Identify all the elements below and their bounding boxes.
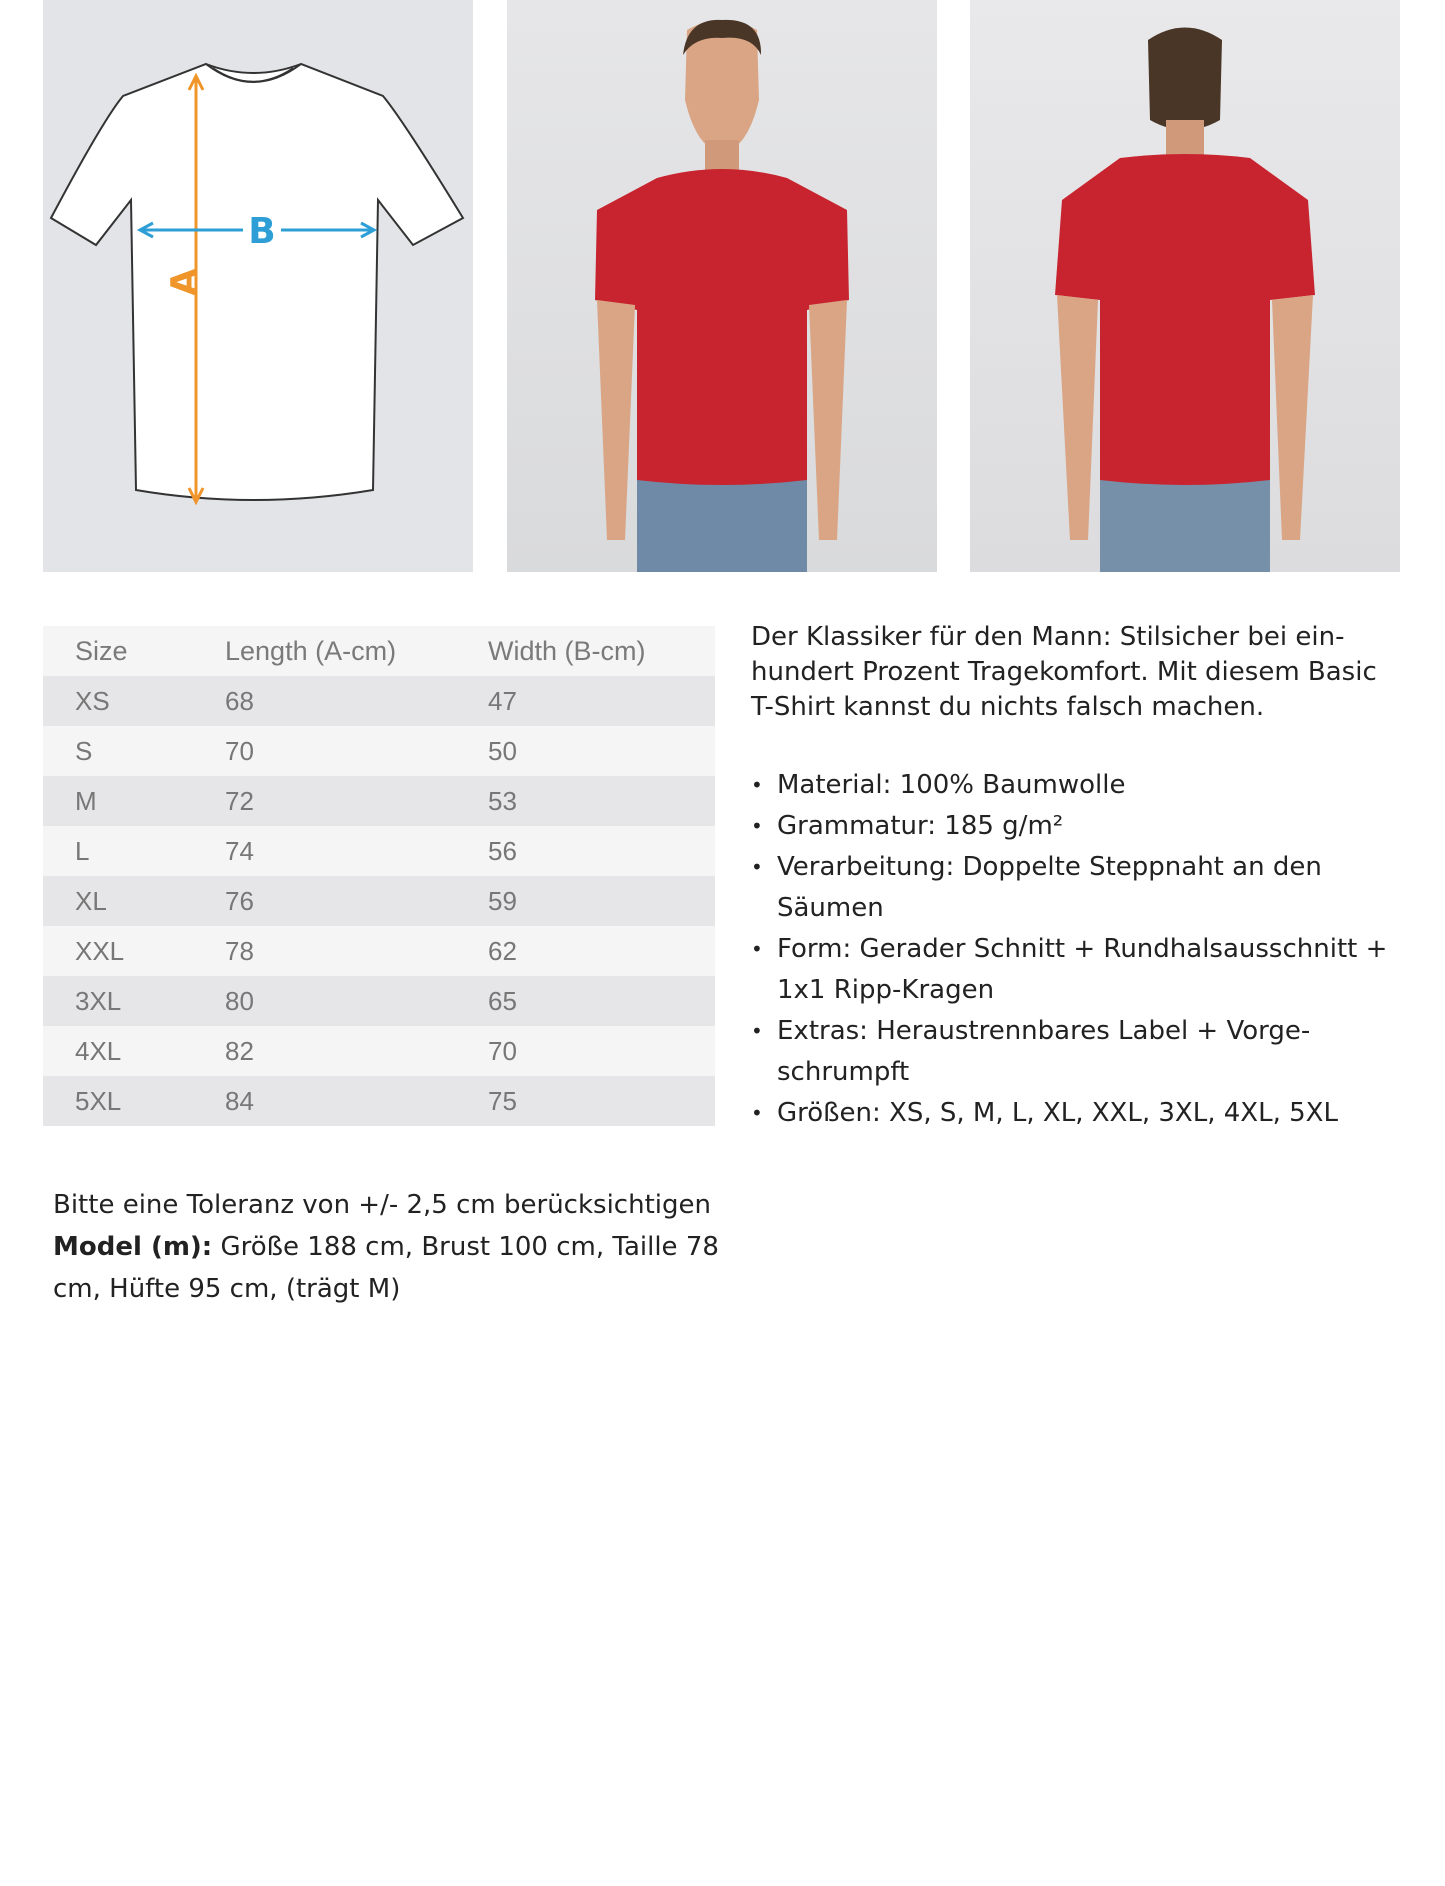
- label-a: A: [164, 268, 205, 296]
- table-row: S 70 50: [43, 726, 715, 776]
- model-label: Model (m):: [53, 1232, 213, 1262]
- table-row: XXL 78 62: [43, 926, 715, 976]
- cell-width: 62: [488, 935, 517, 966]
- cell-width: 59: [488, 885, 517, 916]
- cell-length: 82: [225, 1035, 254, 1066]
- table-row: M 72 53: [43, 776, 715, 826]
- model-info: Model (m): Größe 188 cm, Brust 100 cm, T…: [53, 1226, 733, 1310]
- header-length: Length (A-cm): [225, 635, 397, 666]
- feature-item: Grammatur: 185 g/m²: [751, 806, 1401, 847]
- feature-list: Material: 100% Baumwolle Grammatur: 185 …: [751, 765, 1401, 1134]
- cell-size: S: [75, 735, 93, 766]
- size-table: Size Length (A-cm) Width (B-cm) XS 68 47 S 7…: [43, 626, 715, 1126]
- cell-size: 4XL: [75, 1035, 122, 1066]
- model-front-photo: [507, 0, 937, 572]
- table-row: 5XL 84 75: [43, 1076, 715, 1126]
- feature-item: Größen: XS, S, M, L, XL, XXL, 3XL, 4XL, …: [751, 1093, 1401, 1134]
- cell-length: 76: [225, 885, 254, 916]
- cell-width: 53: [488, 785, 517, 816]
- cell-size: XXL: [75, 935, 125, 966]
- cell-length: 84: [225, 1085, 254, 1116]
- cell-length: 70: [225, 735, 254, 766]
- header-size: Size: [75, 635, 128, 666]
- description-intro: Der Klassiker für den Mann: Stilsicher b…: [751, 622, 1377, 722]
- cell-length: 72: [225, 785, 254, 816]
- cell-width: 50: [488, 735, 517, 766]
- cell-width: 56: [488, 835, 517, 866]
- cell-width: 75: [488, 1085, 517, 1116]
- size-diagram: A B: [43, 0, 473, 572]
- cell-width: 65: [488, 985, 517, 1016]
- header-width: Width (B-cm): [488, 635, 646, 666]
- table-row: L 74 56: [43, 826, 715, 876]
- table-row: 3XL 80 65: [43, 976, 715, 1026]
- cell-length: 80: [225, 985, 254, 1016]
- cell-size: 5XL: [75, 1085, 122, 1116]
- cell-size: L: [75, 835, 90, 866]
- cell-size: M: [75, 785, 97, 816]
- model-text: Größe 188 cm, Brust 100 cm, Taille 78 cm…: [53, 1232, 719, 1304]
- tshirt-outline-icon: A B: [49, 62, 465, 506]
- feature-item: Form: Gerader Schnitt + Rundhalsausschni…: [751, 929, 1401, 1011]
- table-row: 4XL 82 70: [43, 1026, 715, 1076]
- tolerance-note: Bitte eine Toleranz von +/- 2,5 cm berüc…: [53, 1190, 711, 1220]
- cell-size: 3XL: [75, 985, 122, 1016]
- cell-size: XS: [75, 685, 110, 716]
- table-row: XL 76 59: [43, 876, 715, 926]
- label-b: B: [248, 211, 275, 252]
- cell-width: 70: [488, 1035, 517, 1066]
- model-back-photo: [970, 0, 1400, 572]
- cell-size: XL: [75, 885, 107, 916]
- feature-item: Verarbeitung: Doppelte Steppnaht an den …: [751, 847, 1401, 929]
- cell-length: 74: [225, 835, 254, 866]
- table-header-row: Size Length (A-cm) Width (B-cm): [43, 626, 715, 676]
- cell-length: 78: [225, 935, 254, 966]
- feature-item: Extras: Heraustrennbares Label + Vorge­s…: [751, 1011, 1401, 1093]
- cell-length: 68: [225, 685, 254, 716]
- size-notes: Bitte eine Toleranz von +/- 2,5 cm berüc…: [53, 1184, 733, 1310]
- feature-item: Material: 100% Baumwolle: [751, 765, 1401, 806]
- product-description: Der Klassiker für den Mann: Stilsicher b…: [751, 620, 1401, 1134]
- table-row: XS 68 47: [43, 676, 715, 726]
- cell-width: 47: [488, 685, 517, 716]
